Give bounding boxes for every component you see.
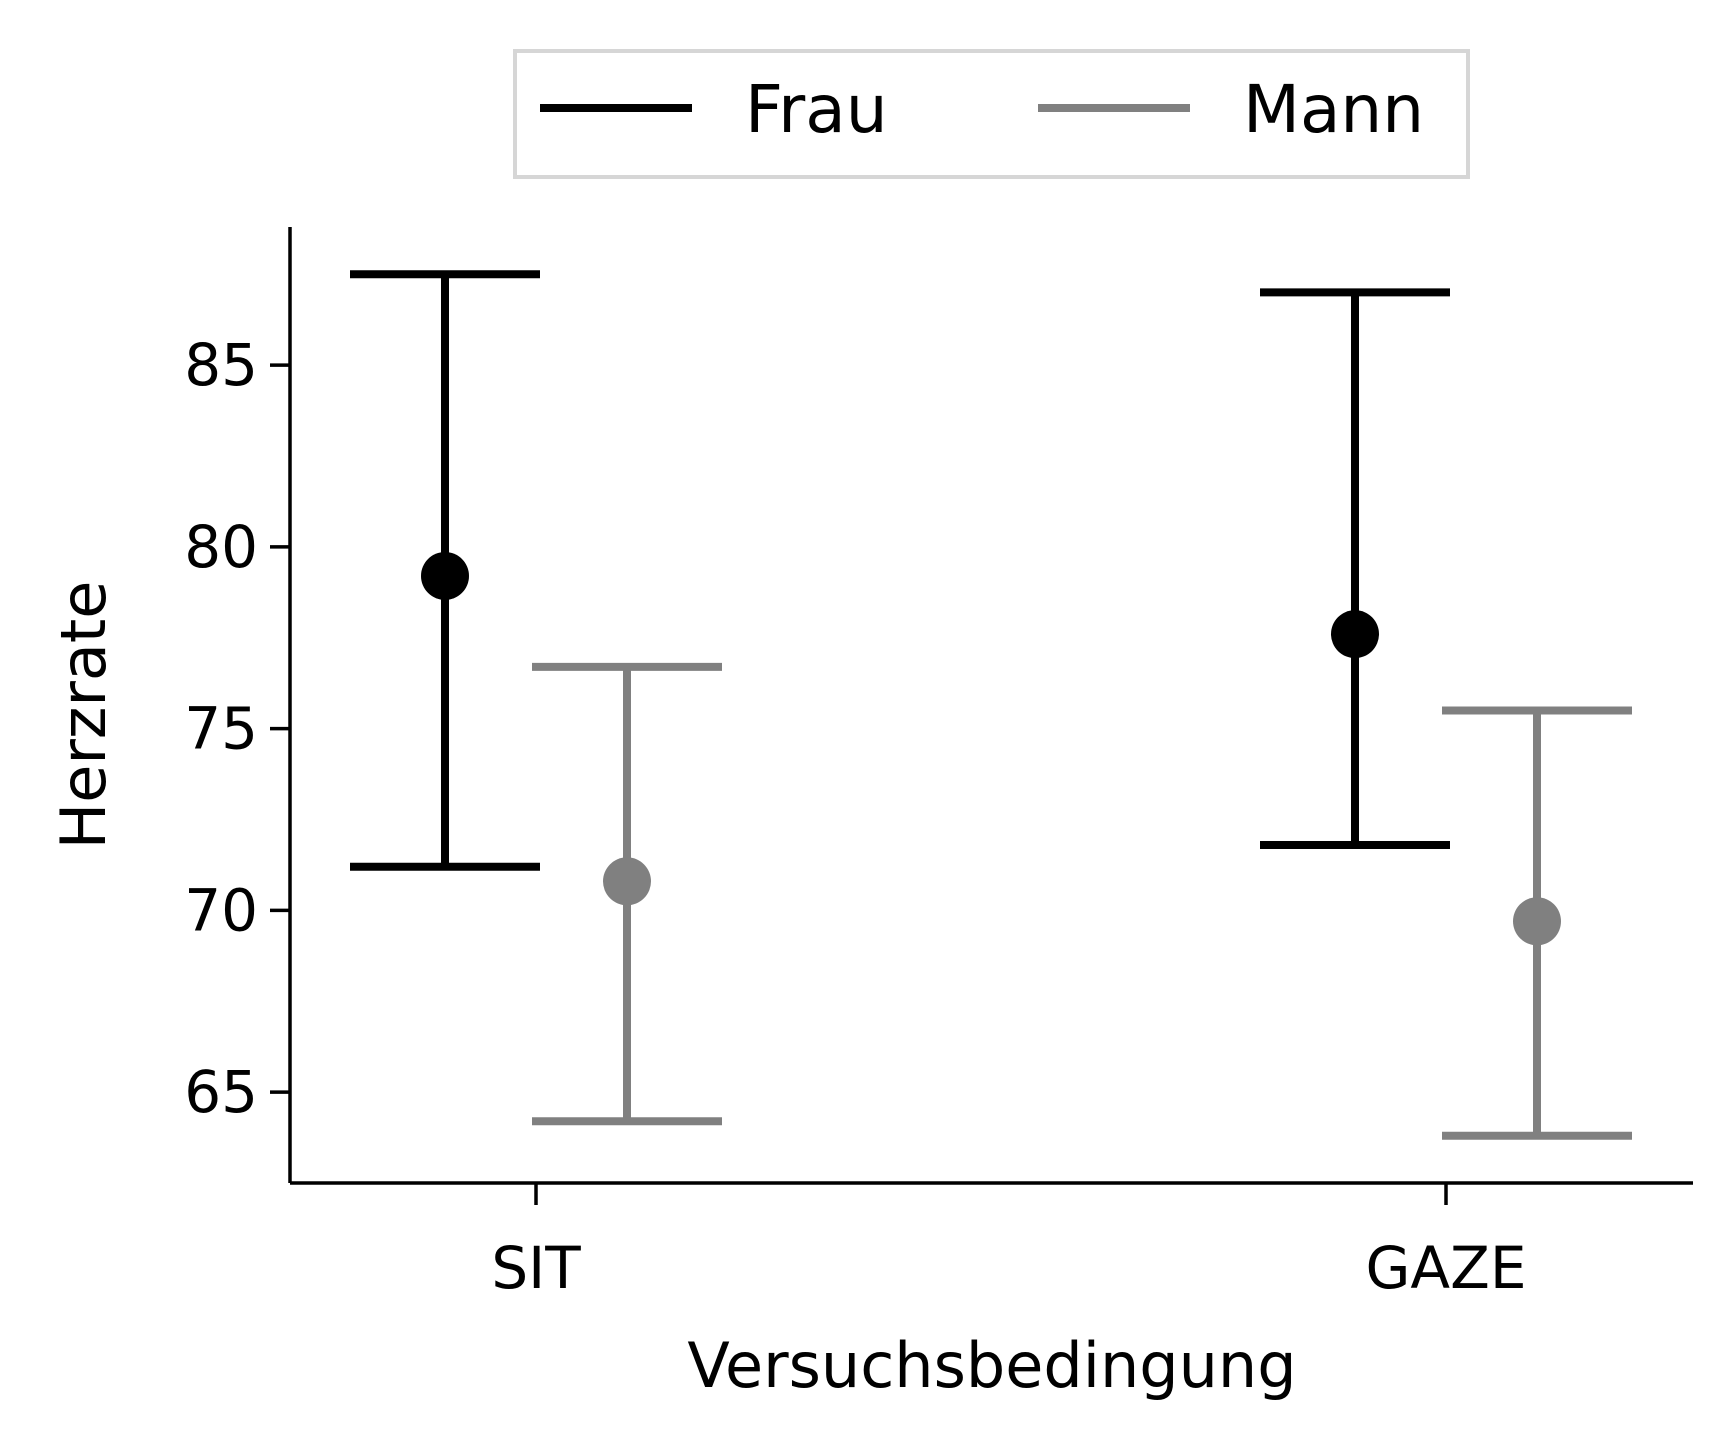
legend-label: Frau [745, 71, 888, 148]
y-axis-label: Herzrate [47, 581, 120, 850]
mean-point [1331, 610, 1379, 659]
y-tick-label: 70 [184, 876, 258, 944]
mean-point [603, 857, 651, 906]
y-tick-label: 85 [184, 331, 258, 399]
y-tick-label: 80 [184, 513, 258, 581]
y-tick-label: 65 [184, 1058, 258, 1126]
legend: Frau Mann [513, 49, 1470, 179]
legend-label: Mann [1243, 71, 1424, 148]
x-tick-label: SIT [491, 1234, 581, 1302]
y-tick-label: 75 [184, 695, 258, 763]
x-tick-label: GAZE [1365, 1234, 1526, 1302]
axes: 65 70 75 80 85 SIT GAZE [184, 227, 1693, 1302]
mean-point [1513, 897, 1561, 946]
mean-point [421, 551, 469, 600]
legend-frame [513, 49, 1470, 179]
x-axis-label: Versuchsbedingung [687, 1329, 1296, 1402]
chart-marks [350, 270, 1632, 1140]
